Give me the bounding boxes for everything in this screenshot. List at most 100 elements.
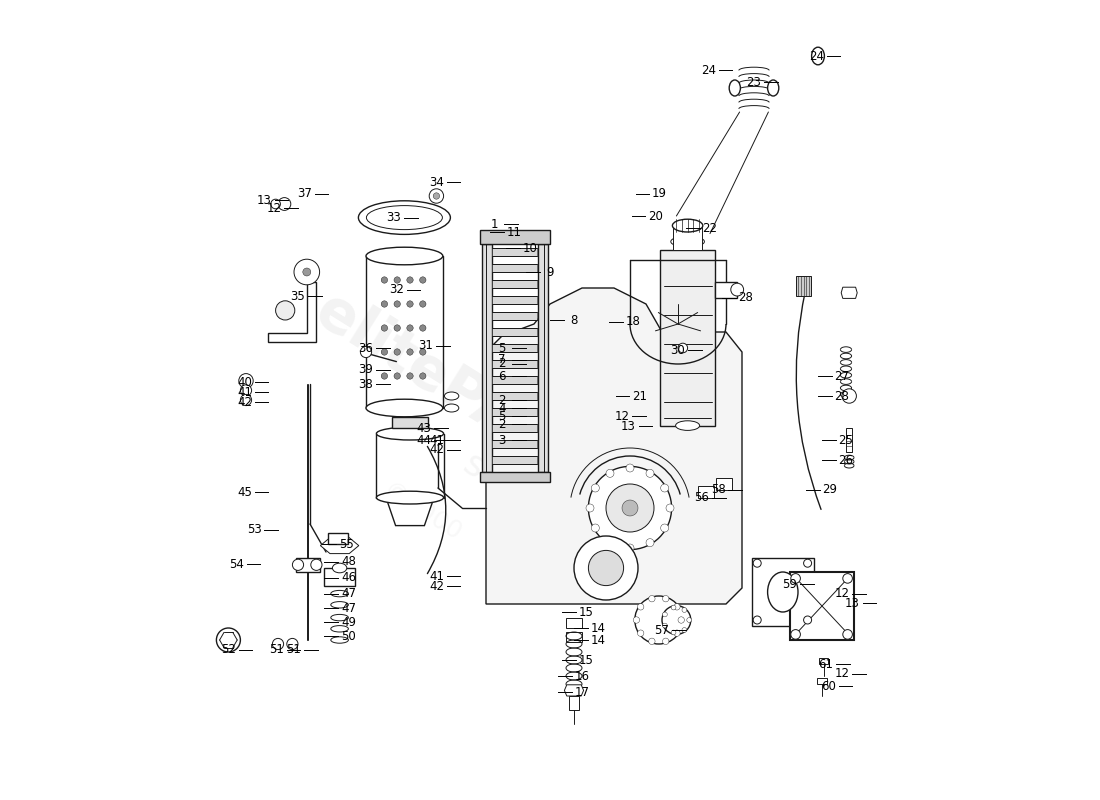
Circle shape [407, 301, 414, 307]
Ellipse shape [331, 637, 349, 643]
Text: 23: 23 [747, 76, 761, 89]
Bar [486, 244, 543, 472]
Text: since 1985: since 1985 [458, 446, 642, 578]
Circle shape [649, 595, 656, 602]
Text: 30: 30 [671, 344, 685, 357]
Text: 33: 33 [386, 211, 402, 224]
Text: 47: 47 [341, 587, 356, 600]
Circle shape [588, 550, 624, 586]
Circle shape [311, 559, 322, 570]
Text: 22: 22 [703, 222, 717, 234]
Text: 59: 59 [782, 578, 797, 590]
Circle shape [606, 470, 614, 478]
Circle shape [361, 346, 372, 358]
Circle shape [592, 524, 600, 532]
Ellipse shape [768, 572, 798, 612]
Ellipse shape [671, 236, 704, 247]
Polygon shape [486, 288, 742, 604]
Circle shape [804, 616, 812, 624]
Circle shape [419, 301, 426, 307]
Circle shape [671, 630, 676, 635]
Text: 49: 49 [341, 616, 356, 629]
Circle shape [606, 484, 654, 532]
Text: 38: 38 [359, 378, 373, 390]
Ellipse shape [768, 80, 779, 96]
Text: 58: 58 [711, 483, 725, 496]
Circle shape [673, 630, 680, 636]
Text: 42: 42 [429, 580, 444, 593]
Circle shape [682, 607, 686, 612]
Bar [493, 312, 537, 320]
Bar [482, 244, 492, 472]
Circle shape [634, 617, 639, 623]
Ellipse shape [672, 219, 703, 232]
Circle shape [394, 325, 400, 331]
Ellipse shape [812, 47, 824, 65]
Text: 15: 15 [579, 606, 593, 618]
Circle shape [429, 189, 443, 203]
Ellipse shape [730, 283, 744, 296]
Circle shape [626, 544, 634, 552]
Text: 18: 18 [626, 315, 640, 328]
Bar [673, 226, 702, 250]
Circle shape [646, 470, 654, 478]
Text: 16: 16 [574, 670, 590, 682]
Ellipse shape [359, 201, 450, 234]
Ellipse shape [675, 421, 700, 430]
Bar [538, 244, 548, 472]
Circle shape [302, 268, 311, 276]
Circle shape [678, 343, 688, 353]
Text: 6: 6 [498, 370, 506, 382]
Circle shape [278, 198, 290, 210]
Circle shape [626, 464, 634, 472]
Text: 54: 54 [229, 558, 244, 570]
Bar [566, 618, 582, 628]
Ellipse shape [444, 404, 459, 412]
Text: 27: 27 [835, 370, 849, 382]
Text: 41: 41 [429, 570, 444, 582]
Ellipse shape [376, 491, 443, 504]
Polygon shape [386, 498, 434, 526]
Circle shape [662, 612, 668, 617]
Bar [328, 533, 348, 544]
Circle shape [661, 524, 669, 532]
Bar [493, 344, 537, 352]
Text: 12: 12 [835, 667, 849, 680]
Bar [846, 428, 852, 452]
Text: 29: 29 [823, 483, 837, 496]
Bar [796, 276, 811, 296]
Text: 57: 57 [654, 624, 670, 637]
Ellipse shape [376, 427, 443, 440]
Text: 17: 17 [574, 686, 590, 698]
Text: 52: 52 [221, 643, 235, 656]
Bar [480, 472, 550, 482]
Bar [493, 280, 537, 288]
Text: 12: 12 [266, 202, 282, 214]
Text: 50: 50 [341, 630, 355, 642]
Circle shape [646, 538, 654, 546]
Circle shape [394, 349, 400, 355]
Ellipse shape [366, 206, 442, 230]
Text: 35: 35 [290, 290, 306, 302]
Text: 25: 25 [838, 434, 854, 446]
Circle shape [791, 574, 801, 583]
Text: 19: 19 [652, 187, 667, 200]
Text: 43: 43 [416, 422, 431, 434]
Circle shape [287, 638, 298, 650]
Text: 13: 13 [257, 194, 272, 206]
Bar [493, 408, 537, 416]
Circle shape [271, 199, 281, 209]
Text: 48: 48 [341, 555, 355, 568]
Text: 2: 2 [498, 358, 506, 370]
Bar [493, 424, 537, 432]
Text: 14: 14 [591, 634, 605, 646]
Text: 21: 21 [632, 390, 647, 402]
Bar [493, 296, 537, 304]
Circle shape [294, 259, 320, 285]
Bar [698, 486, 714, 498]
Text: 2: 2 [498, 418, 506, 430]
Bar [716, 478, 733, 490]
Ellipse shape [331, 602, 349, 608]
Bar [493, 440, 537, 448]
Text: 61: 61 [818, 658, 834, 670]
